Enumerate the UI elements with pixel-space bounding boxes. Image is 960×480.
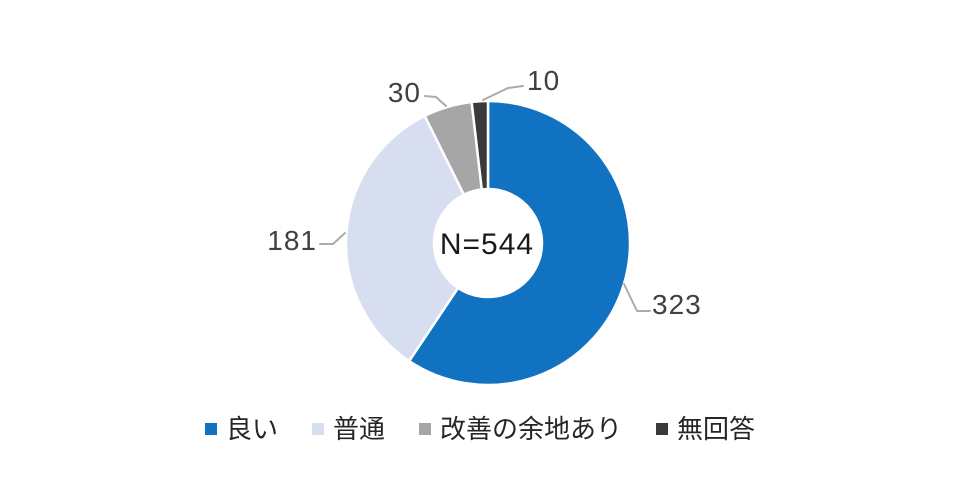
center-total-label: N=544 [440, 228, 534, 261]
leader-lines [319, 85, 651, 312]
leader-line-0 [623, 283, 651, 312]
legend-swatch-icon [656, 423, 669, 435]
legend-item-1: 普通 [311, 412, 385, 446]
donut-chart-svg: 323 181 30 10 N=544 [267, 65, 702, 387]
donut-slices [344, 99, 632, 387]
legend-swatch-icon [419, 423, 431, 435]
legend-label: 無回答 [677, 414, 756, 444]
data-label-0: 323 [652, 289, 702, 320]
legend-item-0: 良い [204, 412, 278, 446]
data-label-3: 10 [527, 65, 560, 96]
legend-label: 良い [225, 414, 278, 444]
leader-line-2 [424, 95, 447, 107]
legend-swatch-icon [311, 423, 324, 435]
legend-item-3: 無回答 [656, 412, 755, 446]
donut-slice-3 [470, 99, 490, 191]
donut-slice-1 [344, 114, 466, 363]
data-label-1: 181 [267, 225, 317, 256]
legend-item-2: 改善の余地あり [419, 412, 622, 446]
data-labels: 323 181 30 10 [267, 65, 702, 320]
leader-line-1 [319, 232, 346, 245]
legend-label: 改善の余地あり [440, 414, 623, 444]
chart-legend: 良い 普通 改善の余地あり 無回答 [0, 412, 960, 446]
legend-label: 普通 [332, 414, 385, 444]
legend-swatch-icon [204, 423, 217, 435]
data-label-2: 30 [388, 77, 421, 108]
donut-slice-0 [407, 99, 632, 387]
leader-line-3 [482, 85, 524, 101]
